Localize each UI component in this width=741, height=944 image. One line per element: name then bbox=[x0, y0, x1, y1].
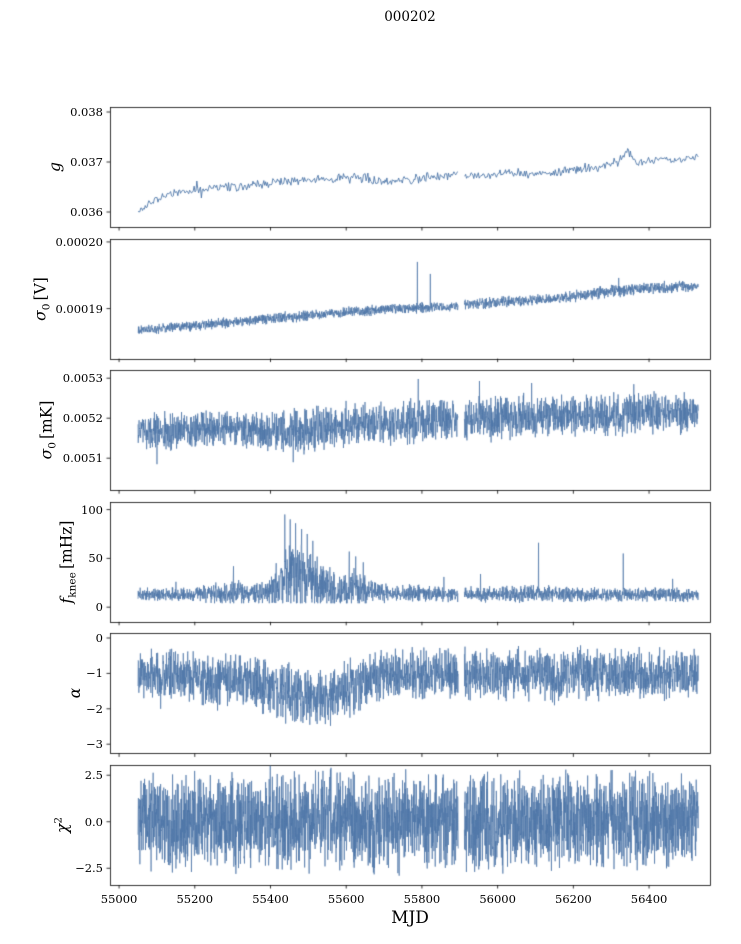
y-tick-label: 0 bbox=[95, 600, 103, 615]
y-tick-label: −1 bbox=[86, 666, 103, 681]
y-axis-label: σ0 [V] bbox=[31, 276, 53, 321]
y-tick-label: 2.5 bbox=[84, 768, 103, 783]
y-tick-label: −2 bbox=[86, 701, 103, 716]
y-tick-label: 0.038 bbox=[70, 105, 103, 119]
y-tick-label: 0.0053 bbox=[62, 371, 103, 386]
y-tick-label: 0.0051 bbox=[62, 451, 103, 466]
y-tick-label: −2.5 bbox=[75, 861, 103, 876]
y-tick-label: 0 bbox=[95, 631, 103, 645]
x-tick-label: 55600 bbox=[327, 892, 365, 906]
y-axis-label: σ0 [mK] bbox=[37, 400, 59, 460]
x-tick-label: 55000 bbox=[100, 892, 138, 906]
y-axis-label: α bbox=[65, 688, 84, 699]
y-axis-label: χ2 bbox=[52, 816, 72, 834]
x-tick-label: 56000 bbox=[479, 892, 516, 906]
y-tick-label: 0.00020 bbox=[55, 234, 103, 249]
y-tick-label: 0.036 bbox=[70, 205, 103, 219]
y-axis-label: g bbox=[46, 162, 64, 172]
x-tick-label: 55800 bbox=[403, 892, 441, 906]
y-axis-label: fknee [mHz] bbox=[57, 520, 79, 604]
y-tick-label: 0.00019 bbox=[55, 301, 103, 316]
y-tick-label: 100 bbox=[81, 502, 103, 517]
y-tick-label: 0.037 bbox=[70, 155, 103, 169]
chart-title: 000202 bbox=[384, 9, 436, 25]
y-tick-label: 50 bbox=[88, 551, 103, 566]
x-axis-title: MJD bbox=[391, 908, 429, 928]
y-tick-label: −3 bbox=[86, 737, 103, 752]
y-tick-label: 0.0 bbox=[84, 814, 103, 829]
x-tick-label: 55200 bbox=[176, 892, 214, 906]
x-tick-label: 56400 bbox=[630, 892, 668, 906]
x-tick-label: 56200 bbox=[555, 892, 592, 906]
y-tick-label: 0.0052 bbox=[62, 411, 103, 426]
x-tick-label: 55400 bbox=[252, 892, 289, 906]
